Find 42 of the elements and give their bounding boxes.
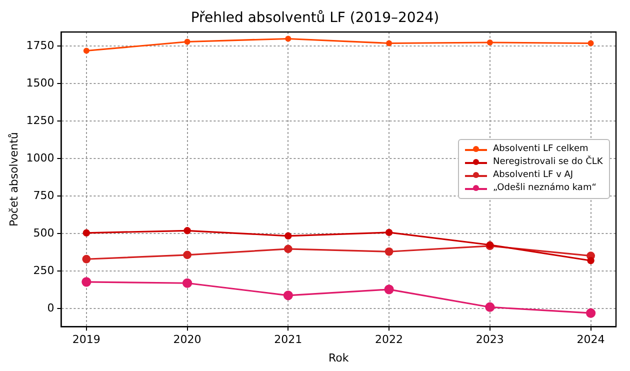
point — [83, 48, 90, 54]
point — [485, 302, 495, 312]
point — [285, 36, 292, 42]
point — [587, 257, 594, 264]
x-tick-label: 2024 — [576, 333, 605, 346]
chart-title: Přehled absolventů LF (2019–2024) — [190, 10, 440, 26]
y-tick-label: 0 — [47, 301, 54, 314]
point — [284, 244, 292, 254]
legend-label: Absolventi LF celkem — [493, 143, 588, 156]
y-tick-label: 250 — [33, 264, 54, 277]
y-tick-label: 750 — [33, 189, 54, 202]
point — [586, 308, 596, 318]
legend-label: Absolventi LF v AJ — [493, 169, 574, 182]
point — [82, 229, 90, 236]
point — [182, 278, 192, 288]
x-tick-label: 2021 — [274, 333, 302, 346]
y-tick-label: 1000 — [26, 152, 54, 165]
point — [183, 250, 192, 260]
x-axis-title: Rok — [328, 351, 350, 364]
y-tick-label: 1250 — [26, 114, 54, 128]
y-axis-title: Počet absolventů — [7, 132, 20, 226]
point — [184, 227, 191, 234]
point — [82, 254, 91, 264]
point — [284, 232, 292, 240]
point — [283, 290, 293, 300]
point — [385, 228, 393, 236]
y-tick-label: 1750 — [26, 39, 54, 52]
point — [82, 277, 92, 287]
point — [384, 284, 394, 294]
x-tick-label: 2022 — [375, 333, 404, 346]
point — [386, 40, 392, 46]
y-tick-label: 500 — [33, 226, 54, 240]
legend-label: Neregistrovali se do ČLK — [493, 156, 603, 170]
x-tick-label: 2023 — [476, 333, 504, 346]
point — [384, 247, 394, 256]
point — [588, 40, 594, 46]
y-tick-label: 1500 — [26, 76, 54, 90]
point — [486, 39, 493, 46]
point — [184, 38, 190, 45]
legend-label: „Odešli neznámo kam“ — [493, 182, 596, 196]
x-tick-label: 2020 — [173, 333, 202, 346]
x-tick-label: 2019 — [72, 333, 100, 346]
